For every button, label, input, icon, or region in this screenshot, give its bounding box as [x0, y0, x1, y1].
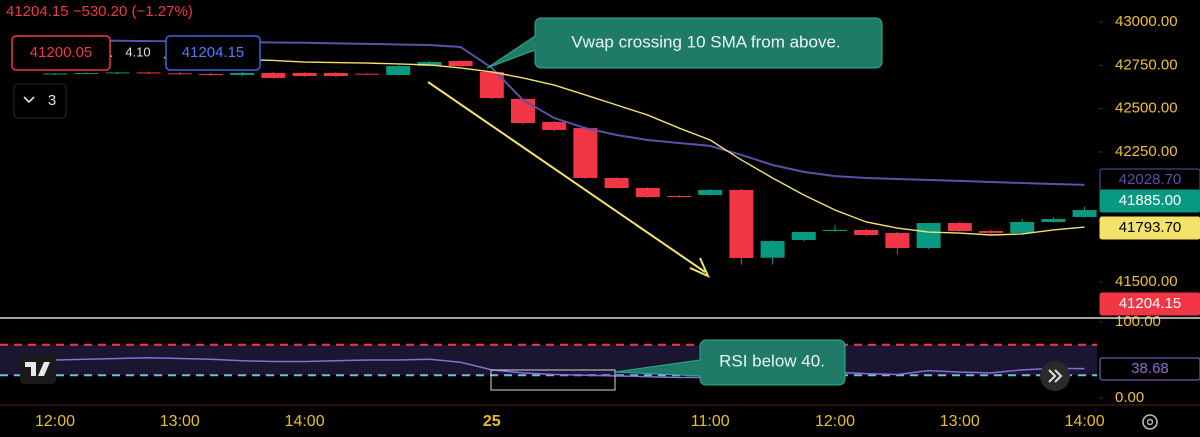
x-tick-label: 25 [483, 413, 501, 430]
candle-body [916, 223, 941, 248]
x-tick-label: 11:00 [691, 413, 730, 430]
candle-body [729, 189, 754, 259]
price-tag: 42028.70 [1119, 171, 1182, 188]
y-tick-label: 100.00 [1115, 313, 1161, 330]
candle-body [448, 61, 473, 67]
candle-body [355, 73, 379, 75]
price-tag: 41204.15 [1119, 295, 1182, 312]
candle-body [667, 195, 691, 198]
logo-bg [20, 354, 56, 384]
callout-text: Vwap crossing 10 SMA from above. [571, 32, 840, 51]
trend-arrow [427, 81, 706, 273]
buy-price: 41204.15 [182, 44, 245, 61]
candle-body [323, 72, 348, 77]
y-tick-label: 42250.00 [1115, 143, 1178, 160]
logo [25, 362, 50, 376]
y-tick-label: 43000.00 [1115, 13, 1178, 30]
candle-body [979, 231, 1003, 233]
candle-body [417, 62, 442, 67]
candle-body [105, 72, 130, 74]
sell-button[interactable] [11, 35, 111, 71]
indicator-toggle[interactable] [13, 83, 67, 119]
candle-body [1041, 219, 1066, 222]
gear-hub [1146, 418, 1154, 426]
callout [486, 17, 883, 69]
candle-body [1072, 210, 1097, 217]
candle-body [74, 72, 99, 74]
candle-body [542, 122, 567, 130]
rsi-tag: 38.68 [1131, 360, 1169, 377]
callout-text: RSI below 40. [719, 351, 825, 370]
chevron-icon [23, 96, 35, 104]
candle-body [292, 72, 317, 77]
price-tag-bg [1099, 292, 1200, 316]
candle-body [43, 73, 67, 75]
candle-body [230, 72, 255, 76]
x-tick-label: 14:00 [1065, 413, 1105, 430]
candle-body [573, 128, 598, 178]
x-tick-label: 12:00 [35, 413, 75, 430]
price-tag-bg [1099, 216, 1200, 240]
x-tick-label: 12:00 [815, 413, 855, 430]
spread-bg [112, 42, 164, 64]
x-tick-label: 14:00 [285, 413, 325, 430]
callout [614, 339, 846, 386]
rsi-line [54, 356, 1085, 379]
candle-body [136, 72, 161, 74]
settings-icon[interactable] [1142, 414, 1158, 430]
price-pane: 43000.00 42750.00 42500.00 42250.00 41500.00 [43, 13, 1178, 290]
x-tick-label: 13:00 [160, 413, 200, 430]
candle-body [604, 177, 629, 189]
y-tick-label: 41500.00 [1115, 273, 1178, 290]
candle-body [823, 229, 847, 232]
candle-body [635, 188, 660, 198]
buy-button[interactable] [165, 35, 261, 71]
candle-body [854, 229, 879, 235]
candle-body [261, 72, 286, 78]
y-tick-label: 0.00 [1115, 389, 1144, 406]
trend-arrowhead [689, 257, 710, 278]
spread: 4.10 [125, 44, 150, 59]
candle-body [698, 189, 723, 195]
candle-body [511, 98, 535, 124]
quote: 41204.15 −530.20 (−1.27%) [6, 3, 193, 20]
highlight-box [490, 369, 616, 391]
y-tick-label: 42500.00 [1115, 100, 1178, 117]
candle-body [791, 232, 816, 241]
y-tick-label: 42750.00 [1115, 56, 1178, 73]
scroll-icon [1048, 369, 1063, 383]
candle-body [947, 223, 972, 232]
price-tag: 41885.00 [1119, 192, 1182, 209]
candle-body [199, 73, 223, 76]
candle-body [386, 66, 411, 76]
rsi-tag-bg [1099, 357, 1200, 381]
gear-ring [1142, 414, 1158, 430]
candle-body [1010, 221, 1035, 233]
candle-body [760, 241, 785, 258]
x-tick-label: 13:00 [940, 413, 980, 430]
price-tag: 41793.70 [1119, 219, 1182, 236]
candle-body [167, 73, 192, 75]
price-tag-bg [1099, 189, 1200, 213]
sell-price: 41200.05 [30, 44, 93, 61]
candle-body [885, 232, 910, 248]
indicator-count: 3 [48, 92, 56, 109]
